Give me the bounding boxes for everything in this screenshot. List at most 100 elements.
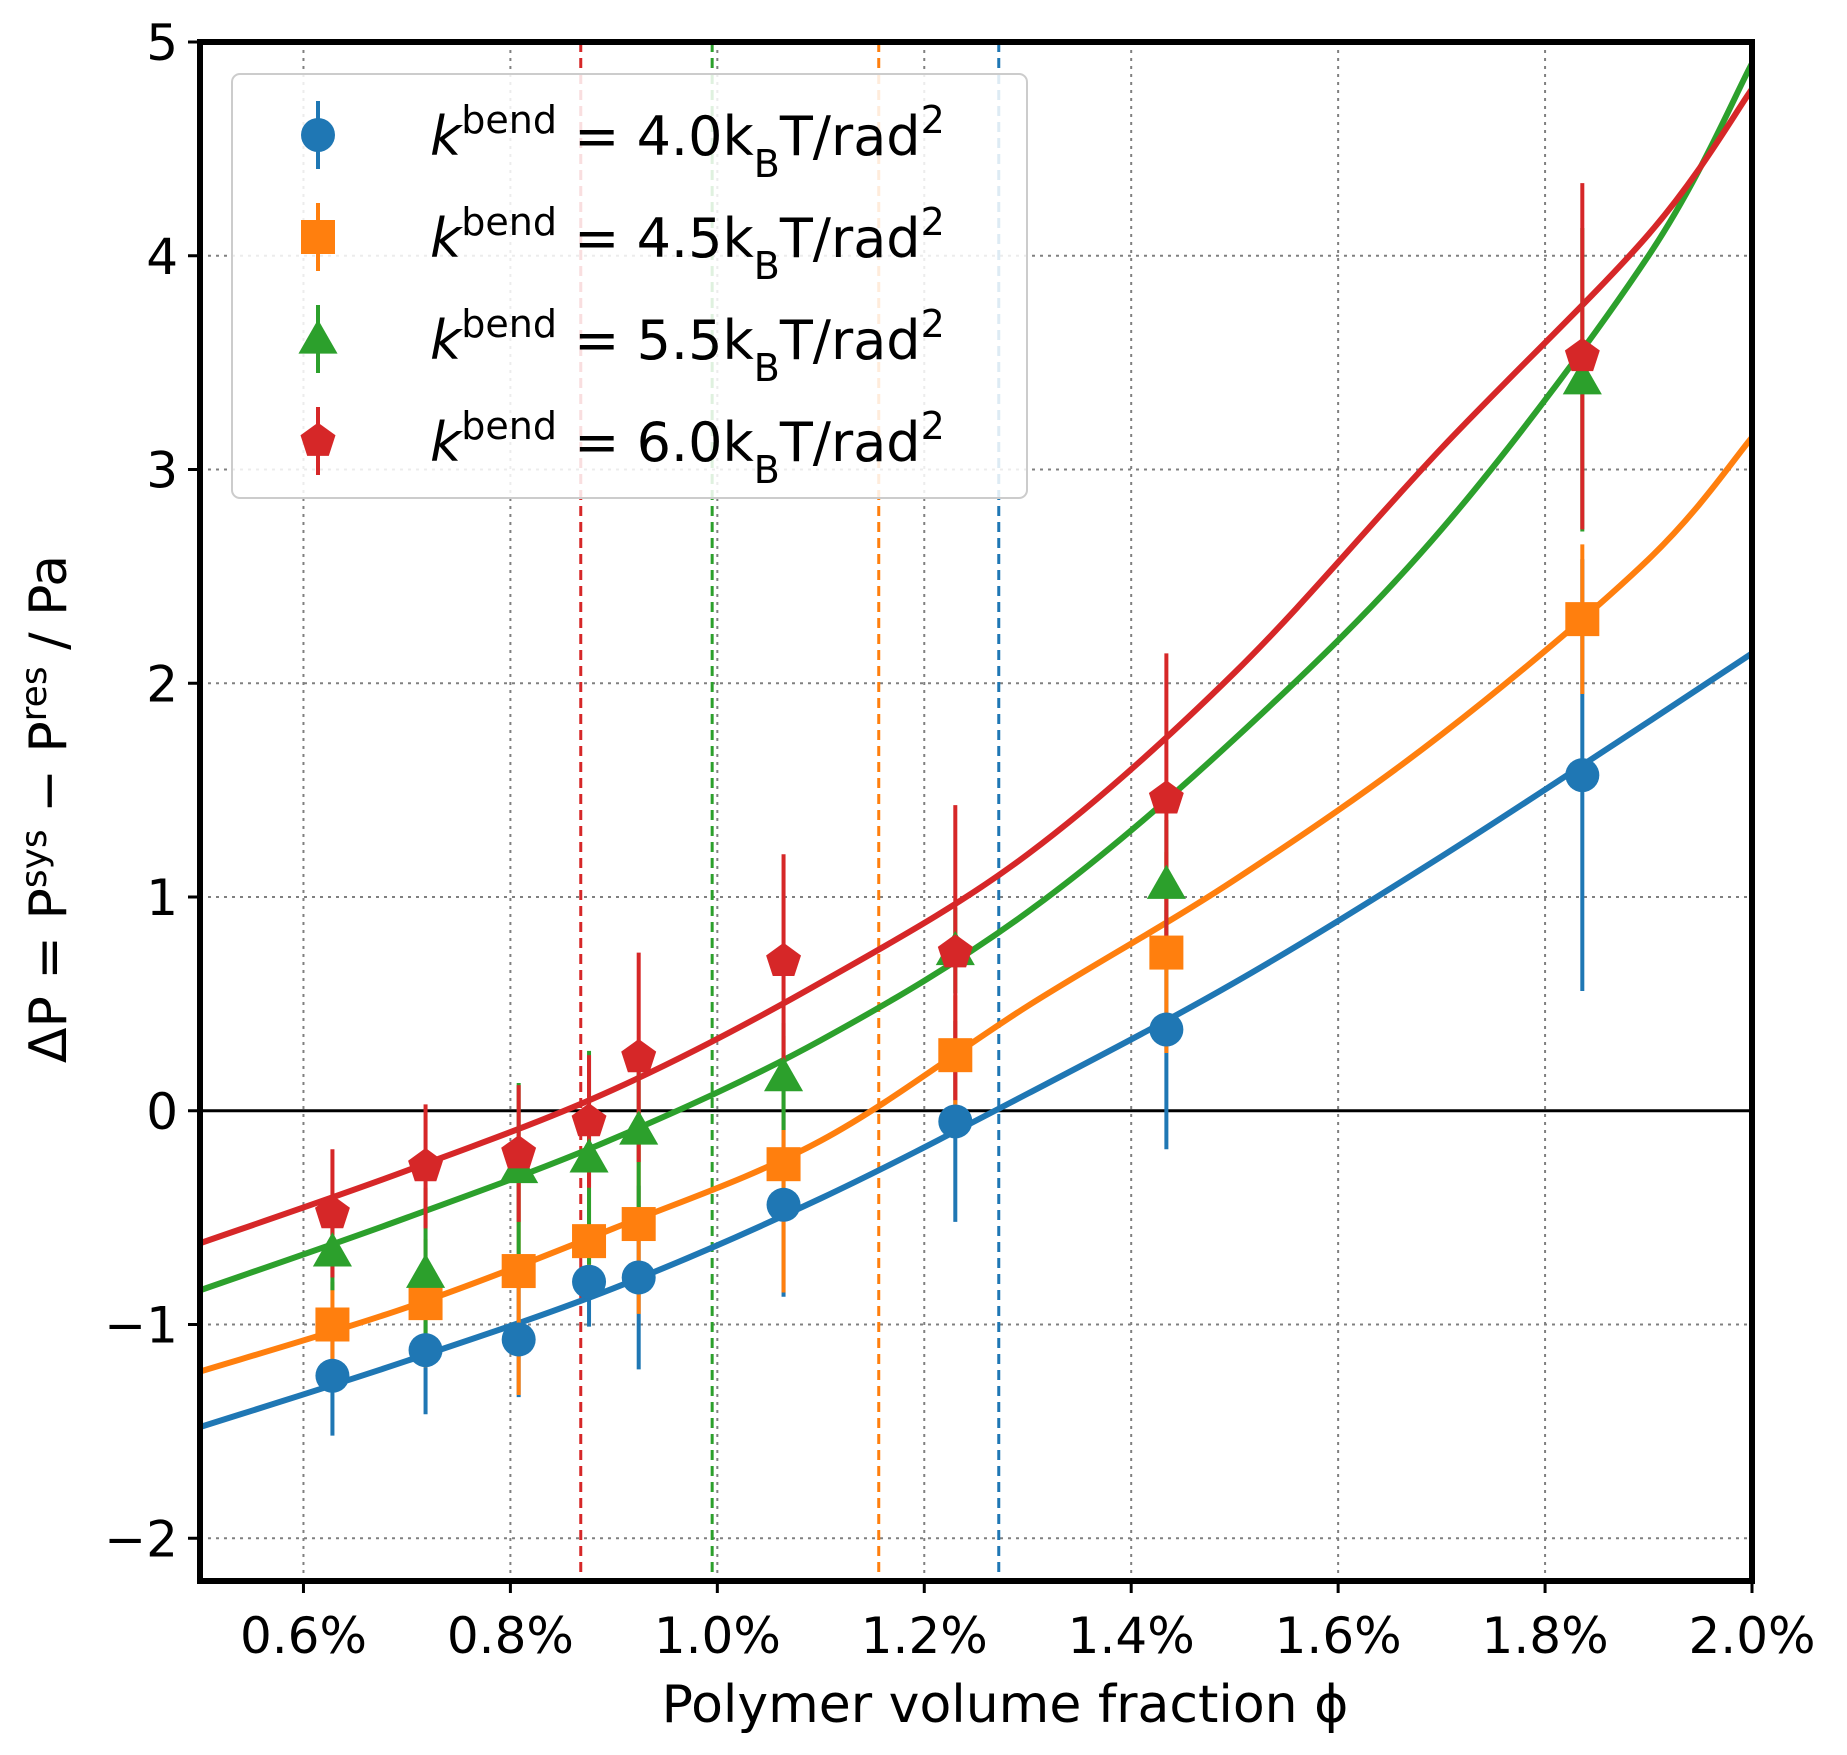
data-point [569,1138,609,1173]
plot-border [197,39,1755,1584]
legend-label-part: = 4.0k [557,105,754,168]
legend-label-part: k [430,105,464,168]
legend-label-sub: B [754,142,780,186]
data-point [1564,337,1600,372]
y-tick-label: 0 [146,1083,178,1141]
y-axis-title-part: ΔP = P [19,888,79,1063]
x-axis-title: Polymer volume fraction ϕ [662,1675,1349,1735]
legend-marker [301,220,335,254]
fit-curve [197,650,1755,1431]
legend-label-sup: 2 [921,200,945,244]
x-tick-label: 1.8% [1482,1607,1609,1665]
data-point [766,942,801,976]
y-axis-title-part: − P [19,721,79,829]
y-tick-label: 5 [146,14,178,72]
legend-label-part: = 5.5k [557,309,754,372]
data-point [1565,758,1600,793]
y-tick-label: −1 [104,1297,178,1355]
legend-label-part: k [430,411,464,474]
data-point [408,1148,443,1182]
data-point [621,1039,657,1073]
data-point [572,1264,607,1299]
legend-label-part: T/rad [779,105,921,168]
legend-label-sup: bend [461,200,557,244]
y-tick-label: 1 [146,869,178,927]
x-tick-label: 2.0% [1688,1607,1815,1665]
legend-label-part: = 6.0k [557,411,754,474]
data-point [766,1147,801,1182]
plot-frame [197,39,1755,1584]
legend-label-sup: bend [461,404,557,448]
legend-label: kbend = 6.0kBT/rad2 [430,404,945,492]
legend-label-part: T/rad [779,411,921,474]
x-tick-label: 0.6% [240,1607,367,1665]
x-tick-label: 0.8% [447,1607,574,1665]
data-point [315,1307,350,1342]
y-tick-label: 4 [146,228,178,286]
data-point [501,1254,536,1289]
y-axis-title-sup: res [14,666,55,721]
y-tick-label: −2 [104,1510,178,1568]
legend-label: kbend = 5.5kBT/rad2 [430,302,945,390]
y-axis-title: ΔP = Psys − Pres / Pa [14,555,80,1063]
legend-label-part: T/rad [779,309,921,372]
legend-label-part: T/rad [779,207,921,270]
x-axis-ticks: 0.6% 0.8% 1.0% 1.2% 1.4% 1.6% 1.8% 2.0% [240,1581,1816,1665]
data-point [1146,864,1186,899]
data-point [937,934,973,968]
data-point [408,1286,443,1321]
data-point [1148,780,1184,814]
legend-label: kbend = 4.5kBT/rad2 [430,200,945,288]
data-point [938,1038,973,1073]
data-point [619,1110,659,1145]
data-point [621,1207,656,1242]
legend-marker [300,422,336,456]
y-axis-ticks: −2 −1 0 1 2 3 4 5 [104,14,200,1568]
data-point [621,1260,656,1295]
data-point [406,1253,446,1288]
x-tick-label: 1.0% [654,1607,781,1665]
x-tick-label: 1.6% [1275,1607,1402,1665]
legend-label-part: = 4.5k [557,207,754,270]
fit-curve [197,86,1755,1247]
data-point [315,1358,350,1393]
legend-label-sup: 2 [921,98,945,142]
data-point [312,1232,352,1267]
legend-label: kbend = 4.0kBT/rad2 [430,98,945,186]
x-tick-label: 1.4% [1068,1607,1195,1665]
data-markers [312,337,1602,1393]
legend-label-sup: 2 [921,302,945,346]
legend-label-sub: B [754,346,780,390]
y-axis-title-part: / Pa [19,555,79,666]
data-point [1565,602,1600,637]
data-point [571,1103,607,1137]
legend-label-part: k [430,207,464,270]
legend-label-sup: 2 [921,404,945,448]
legend-label-sup: bend [461,98,557,142]
legend-label-sub: B [754,244,780,288]
legend-box [231,73,1028,499]
data-point [938,1104,973,1139]
data-point [501,1322,536,1357]
legend-label-sup: bend [461,302,557,346]
x-tick-label: 1.2% [861,1607,988,1665]
data-point [501,1135,537,1169]
y-tick-label: 3 [146,442,178,500]
legend-marker [301,118,335,152]
data-point [315,1195,350,1229]
data-point [1149,935,1184,970]
data-point [572,1224,607,1259]
legend-marker [298,319,338,354]
legend-label-part: k [430,309,464,372]
y-tick-label: 2 [146,655,178,713]
data-point [766,1187,801,1222]
data-point [764,1057,804,1092]
y-axis-title-sup: sys [14,829,55,888]
legend-label-sub: B [754,448,780,492]
data-point [1562,360,1602,395]
data-point [1149,1012,1184,1047]
data-point [408,1333,443,1368]
